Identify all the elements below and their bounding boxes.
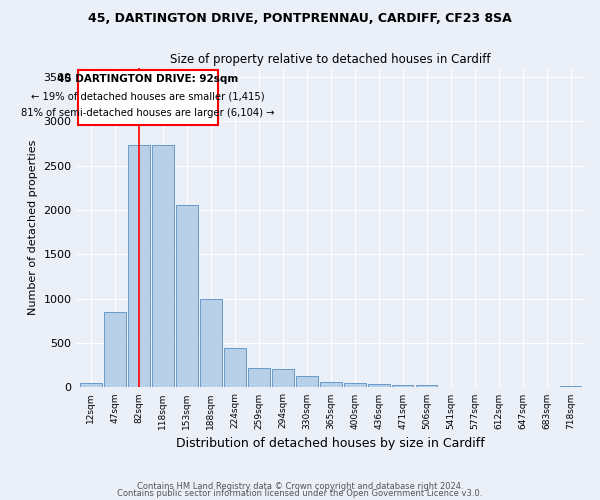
Bar [296, 376, 317, 388]
Text: 45, DARTINGTON DRIVE, PONTPRENNAU, CARDIFF, CF23 8SA: 45, DARTINGTON DRIVE, PONTPRENNAU, CARDI… [88, 12, 512, 26]
Bar [320, 382, 341, 388]
Bar [80, 382, 101, 388]
X-axis label: Distribution of detached houses by size in Cardiff: Distribution of detached houses by size … [176, 437, 485, 450]
Bar [416, 385, 437, 388]
Y-axis label: Number of detached properties: Number of detached properties [28, 140, 38, 316]
Bar [272, 369, 293, 388]
Bar [392, 385, 413, 388]
Text: ← 19% of detached houses are smaller (1,415): ← 19% of detached houses are smaller (1,… [31, 92, 265, 102]
Bar [464, 386, 485, 388]
Title: Size of property relative to detached houses in Cardiff: Size of property relative to detached ho… [170, 52, 491, 66]
Bar [248, 368, 269, 388]
Text: 81% of semi-detached houses are larger (6,104) →: 81% of semi-detached houses are larger (… [21, 108, 275, 118]
Text: Contains public sector information licensed under the Open Government Licence v3: Contains public sector information licen… [118, 490, 482, 498]
Bar [176, 204, 197, 388]
FancyBboxPatch shape [77, 70, 218, 125]
Text: Contains HM Land Registry data © Crown copyright and database right 2024.: Contains HM Land Registry data © Crown c… [137, 482, 463, 491]
Bar [224, 348, 245, 388]
Bar [128, 145, 149, 388]
Bar [152, 145, 173, 388]
Bar [560, 386, 581, 388]
Text: 45 DARTINGTON DRIVE: 92sqm: 45 DARTINGTON DRIVE: 92sqm [57, 74, 238, 84]
Bar [200, 298, 221, 388]
Bar [104, 312, 125, 388]
Bar [344, 382, 365, 388]
Bar [368, 384, 389, 388]
Bar [440, 386, 461, 388]
